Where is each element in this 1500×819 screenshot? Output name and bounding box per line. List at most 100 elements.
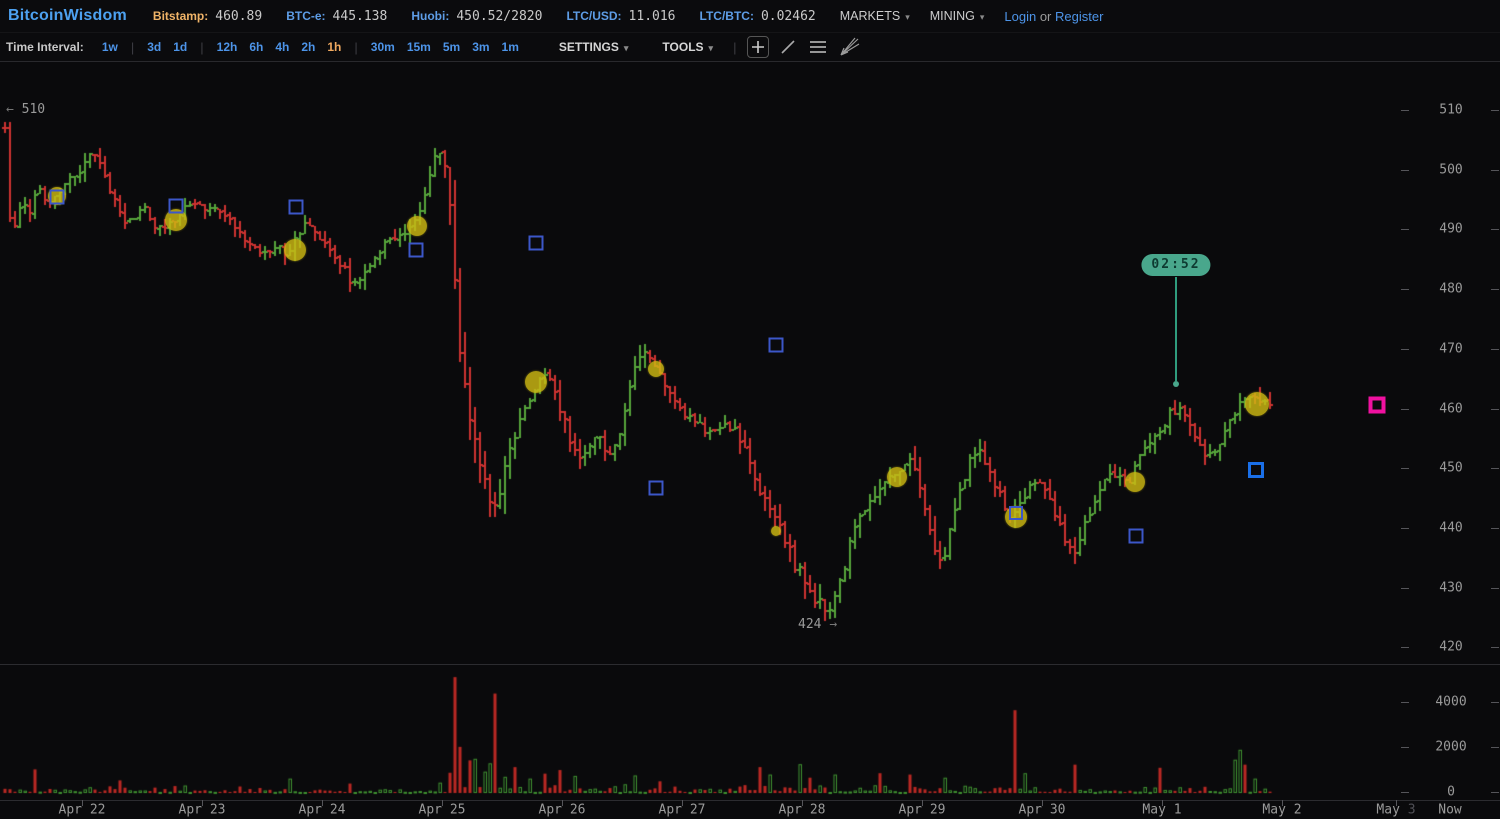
x-axis-tick: [682, 800, 683, 806]
trade-marker-yellow-circle[interactable]: [771, 526, 781, 536]
chevron-down-icon: ▾: [979, 12, 985, 22]
x-axis-tick: [802, 800, 803, 806]
x-axis-label: Apr 28: [778, 802, 826, 818]
interval-selector: 1w | 3d 1d | 12h 6h 4h 2h 1h | 30m 15m 5m 3m 1m: [96, 40, 525, 55]
price-axis-label: 500: [1439, 162, 1463, 178]
ticker-value: 11.016: [628, 8, 676, 24]
interval-1m[interactable]: 1m: [501, 40, 519, 54]
interval-6h[interactable]: 6h: [249, 40, 264, 54]
trendline-tool-icon[interactable]: [778, 37, 798, 57]
fan-lines-tool-icon[interactable]: [838, 36, 862, 58]
crosshair-tool-icon[interactable]: [747, 36, 770, 58]
order-marker-blue-square[interactable]: [49, 189, 65, 205]
trade-marker-yellow-circle[interactable]: [1245, 392, 1269, 416]
axis-tick-dash: [1491, 647, 1499, 649]
top-nav-bar: BitcoinWisdom Bitstamp: 460.89 BTC-e: 445.1…: [0, 0, 1500, 33]
interval-3m[interactable]: 3m: [472, 40, 490, 54]
axis-tick-dash: [1491, 792, 1499, 793]
axis-tick-dash: [1491, 747, 1499, 748]
x-axis-label: Apr 25: [418, 802, 466, 818]
interval-30m[interactable]: 30m: [370, 40, 395, 54]
x-axis-tick: [1396, 800, 1397, 806]
x-axis-label: May 2: [1262, 802, 1302, 818]
volume-axis-label: 4000: [1435, 694, 1467, 710]
price-axis-label: 450: [1439, 460, 1463, 476]
ticker-value: 450.52/2820: [456, 8, 543, 24]
interval-1d[interactable]: 1d: [173, 40, 188, 54]
axis-tick-dash: [1401, 229, 1409, 231]
ticker-bitstamp: Bitstamp: 460.89: [153, 9, 262, 24]
interval-4h[interactable]: 4h: [275, 40, 290, 54]
order-marker-blue-square[interactable]: [1128, 528, 1144, 544]
trade-marker-yellow-circle[interactable]: [525, 371, 547, 393]
trade-marker-yellow-circle[interactable]: [1125, 472, 1145, 492]
axis-tick-dash: [1491, 408, 1499, 410]
x-axis-label: Apr 22: [58, 802, 106, 818]
brand-logo[interactable]: BitcoinWisdom: [8, 7, 127, 24]
interval-2h[interactable]: 2h: [301, 40, 316, 54]
register-link[interactable]: Register: [1055, 8, 1104, 24]
interval-group-separator: |: [200, 39, 204, 55]
interval-1w[interactable]: 1w: [101, 40, 118, 54]
volume-axis-label: 2000: [1435, 739, 1467, 755]
trade-marker-yellow-circle[interactable]: [407, 216, 427, 236]
auth-links: Login or Register: [1004, 8, 1104, 24]
axis-tick-dash: [1491, 527, 1499, 529]
order-marker-blue-square[interactable]: [1248, 462, 1264, 478]
login-link[interactable]: Login: [1004, 8, 1037, 24]
order-marker-blue-square[interactable]: [768, 337, 784, 353]
current-price-pink-square[interactable]: [1368, 396, 1386, 414]
interval-12h[interactable]: 12h: [216, 40, 238, 54]
interval-5m[interactable]: 5m: [442, 40, 461, 54]
axis-tick-dash: [1401, 792, 1409, 793]
ticker-label: Bitstamp:: [152, 8, 209, 23]
horizontal-lines-tool-icon[interactable]: [807, 37, 829, 57]
interval-1h[interactable]: 1h: [327, 40, 342, 54]
candle-countdown-line: [1175, 277, 1177, 381]
interval-3d[interactable]: 3d: [147, 40, 162, 54]
x-axis-label: May 1: [1142, 802, 1182, 818]
nav-mining[interactable]: MINING ▾: [929, 9, 985, 23]
ticker-ltcusd: LTC/USD: 11.016: [566, 9, 675, 24]
axis-tick-dash: [1491, 169, 1499, 171]
settings-menu[interactable]: SETTINGS ▾: [558, 40, 629, 54]
candle-countdown-badge: 02:52: [1141, 254, 1211, 276]
interval-group-separator: |: [354, 39, 358, 55]
toolbar: Time Interval: 1w | 3d 1d | 12h 6h 4h 2h 1h | 30m 15…: [0, 33, 1500, 62]
price-axis-label: 420: [1439, 639, 1463, 655]
x-axis-label: Apr 24: [298, 802, 346, 818]
x-axis-label: Apr 30: [1018, 802, 1066, 818]
trade-marker-yellow-circle[interactable]: [284, 239, 306, 261]
order-marker-blue-square[interactable]: [168, 198, 184, 214]
price-axis-label: 480: [1439, 281, 1463, 297]
order-marker-blue-square[interactable]: [408, 242, 424, 258]
x-axis-tick: [1282, 800, 1283, 806]
order-marker-blue-square[interactable]: [648, 480, 664, 496]
ticker-strip: Bitstamp: 460.89 BTC-e: 445.138 Huobi: 450.52…: [153, 9, 840, 24]
x-axis-tick: [562, 800, 563, 806]
nav-markets[interactable]: MARKETS ▾: [839, 9, 910, 23]
axis-tick-dash: [1491, 289, 1499, 291]
drawing-tools: [747, 36, 871, 58]
interval-15m[interactable]: 15m: [406, 40, 431, 54]
trade-marker-yellow-circle[interactable]: [648, 361, 664, 377]
panel-separator: [0, 800, 1500, 801]
ticker-huobi: Huobi: 450.52/2820: [411, 9, 542, 24]
trade-marker-yellow-circle[interactable]: [48, 187, 66, 205]
left-edge-price-note: ← 510: [6, 102, 46, 117]
axis-tick-dash: [1401, 110, 1409, 111]
order-marker-blue-square[interactable]: [528, 235, 544, 251]
order-marker-blue-square[interactable]: [1009, 506, 1023, 520]
x-axis-label: Apr 27: [658, 802, 706, 818]
trade-marker-yellow-circle[interactable]: [887, 467, 907, 487]
price-axis-label: 440: [1439, 520, 1463, 536]
tools-menu[interactable]: TOOLS ▾: [662, 40, 714, 54]
order-marker-blue-square[interactable]: [288, 199, 304, 215]
toolbar-separator: |: [733, 39, 737, 55]
axis-tick-dash: [1491, 468, 1499, 470]
axis-tick-dash: [1491, 702, 1499, 703]
x-axis-now-label: Now: [1438, 802, 1462, 818]
trade-marker-yellow-circle[interactable]: [165, 209, 187, 231]
